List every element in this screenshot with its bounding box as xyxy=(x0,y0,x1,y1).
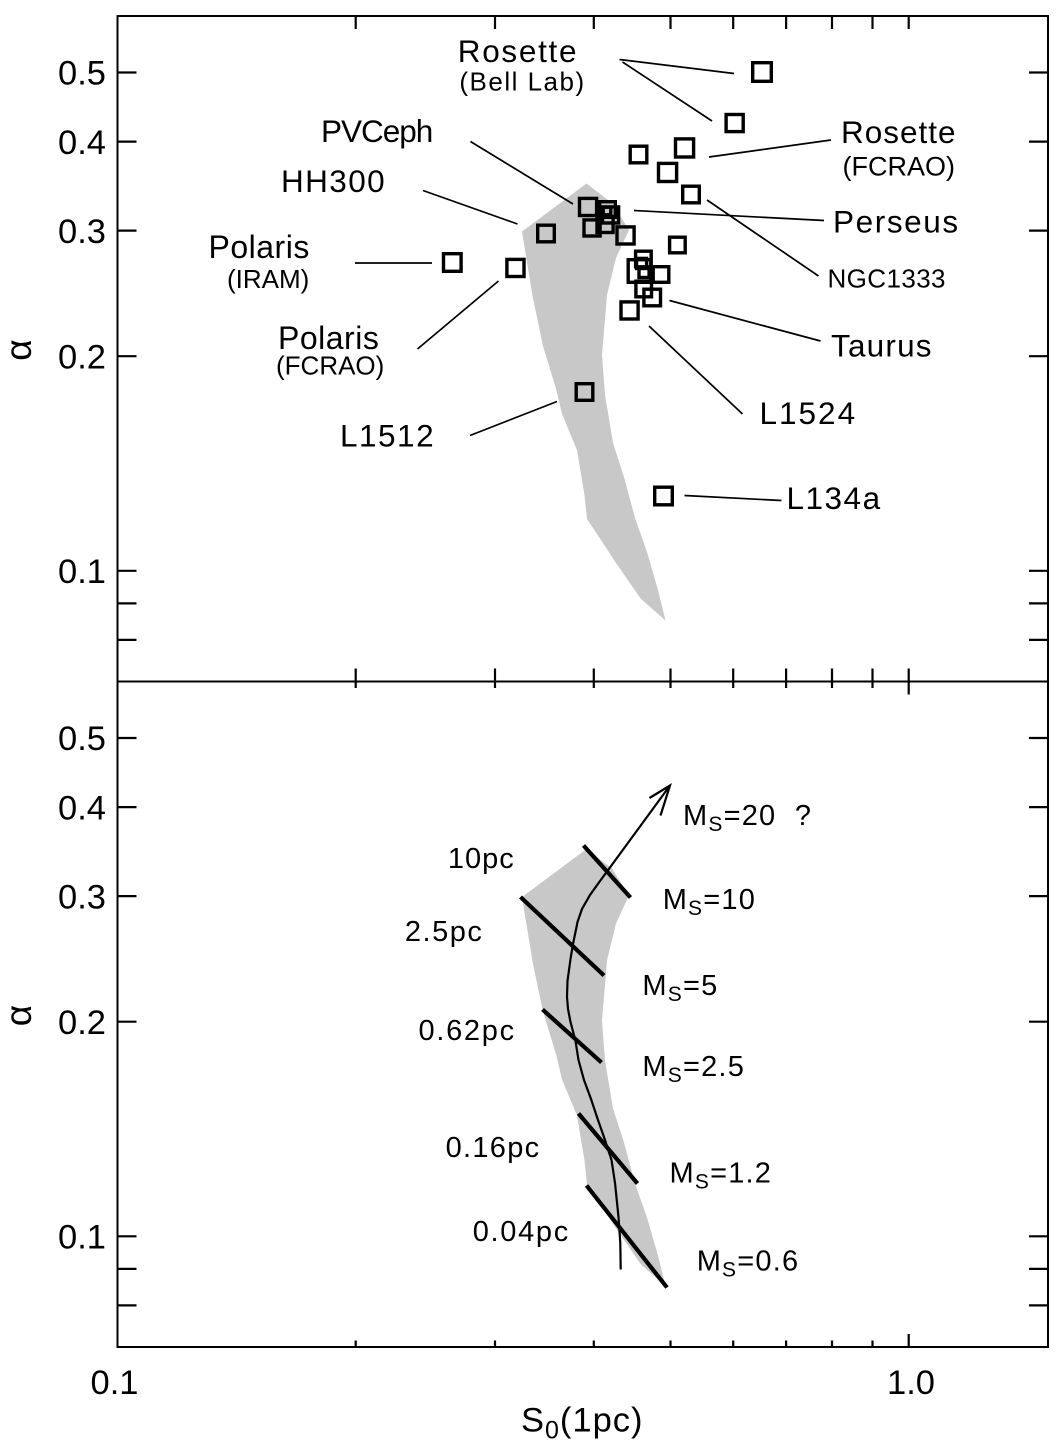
svg-text:0.2: 0.2 xyxy=(58,338,106,376)
svg-text:L1524: L1524 xyxy=(760,395,858,431)
svg-text:0.04pc: 0.04pc xyxy=(473,1216,570,1248)
svg-text:S0(1pc): S0(1pc) xyxy=(521,1402,644,1445)
svg-text:0.3: 0.3 xyxy=(58,213,106,251)
svg-text:Rosette: Rosette xyxy=(841,114,957,150)
svg-text:NGC1333: NGC1333 xyxy=(828,264,946,294)
svg-text:0.1: 0.1 xyxy=(58,1219,106,1257)
svg-text:PVCeph: PVCeph xyxy=(321,113,432,149)
svg-text:0.1: 0.1 xyxy=(58,553,106,591)
svg-text:α: α xyxy=(0,339,39,360)
svg-text:2.5pc: 2.5pc xyxy=(405,916,483,948)
svg-text:0.3: 0.3 xyxy=(58,878,106,916)
svg-text:L134a: L134a xyxy=(787,480,882,516)
svg-text:Polaris: Polaris xyxy=(209,229,310,265)
svg-text:MS=10: MS=10 xyxy=(663,884,756,920)
svg-text:(FCRAO): (FCRAO) xyxy=(276,351,384,381)
svg-text:0.5: 0.5 xyxy=(58,55,106,93)
svg-text:0.4: 0.4 xyxy=(58,124,106,162)
svg-text:MS=1.2: MS=1.2 xyxy=(670,1158,773,1194)
svg-text:Perseus: Perseus xyxy=(833,203,960,239)
svg-text:(Bell Lab): (Bell Lab) xyxy=(459,67,585,97)
svg-text:Rosette: Rosette xyxy=(458,33,578,69)
svg-text:0.1: 0.1 xyxy=(91,1364,139,1402)
svg-text:0.16pc: 0.16pc xyxy=(446,1132,541,1164)
svg-text:10pc: 10pc xyxy=(448,843,515,875)
svg-text:MS=0.6: MS=0.6 xyxy=(697,1246,800,1282)
svg-text:0.4: 0.4 xyxy=(58,789,106,827)
svg-text:α: α xyxy=(0,1005,39,1026)
svg-text:MS=20 ?: MS=20 ? xyxy=(683,800,812,836)
svg-text:(IRAM): (IRAM) xyxy=(227,264,309,294)
svg-text:1.0: 1.0 xyxy=(887,1364,935,1402)
svg-text:0.62pc: 0.62pc xyxy=(419,1015,516,1047)
svg-text:L1512: L1512 xyxy=(340,418,435,454)
svg-text:Polaris: Polaris xyxy=(278,320,379,356)
svg-text:HH300: HH300 xyxy=(281,163,386,199)
svg-text:0.2: 0.2 xyxy=(58,1004,106,1042)
svg-text:0.5: 0.5 xyxy=(58,720,106,758)
svg-text:Taurus: Taurus xyxy=(831,327,933,363)
svg-text:MS=2.5: MS=2.5 xyxy=(642,1051,745,1087)
svg-text:MS=5: MS=5 xyxy=(642,970,718,1006)
svg-text:(FCRAO): (FCRAO) xyxy=(843,152,955,182)
